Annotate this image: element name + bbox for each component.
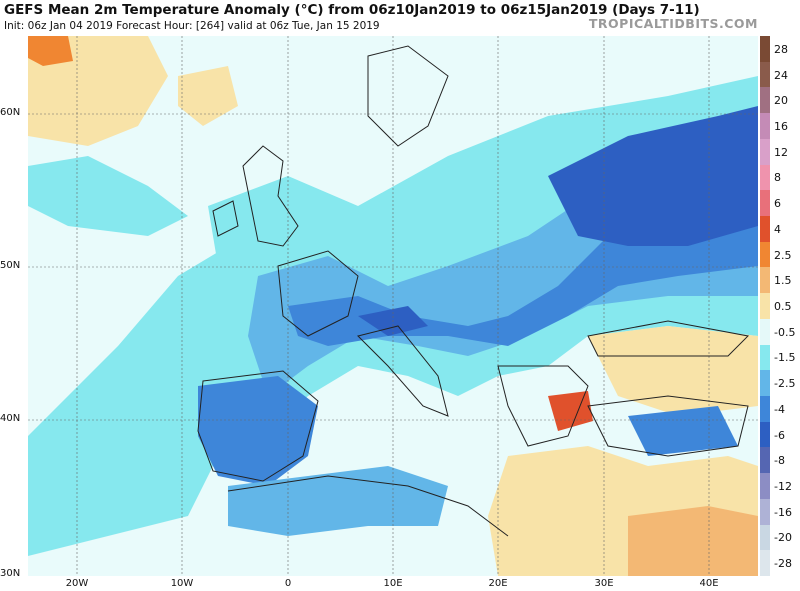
strong-cold-anomaly	[288, 156, 758, 346]
colorbar-label: 16	[774, 120, 788, 133]
cold-anomaly-north-africa	[228, 466, 448, 536]
colorbar-swatch	[760, 216, 770, 243]
colorbar-label: -28	[774, 557, 792, 571]
colorbar-swatch	[760, 498, 770, 526]
colorbar-label: -4	[774, 402, 785, 416]
warm-anomaly-north-atlantic	[28, 36, 168, 146]
colorbar-swatch	[760, 241, 770, 268]
longitude-label-10w: 10W	[170, 578, 194, 589]
colorbar-label: 6	[774, 197, 781, 211]
cold-anomaly-anatolia	[628, 406, 738, 456]
longitude-label-30e: 30E	[594, 578, 614, 589]
colorbar-swatch	[760, 473, 770, 500]
latitude-label-50n: 50N	[0, 260, 21, 271]
colorbar-label: 28	[774, 42, 788, 56]
colorbar-swatch	[760, 87, 770, 114]
colorbar-swatch	[760, 190, 770, 217]
map-subtitle: Init: 06z Jan 04 2019 Forecast Hour: [26…	[4, 20, 380, 32]
colorbar-label: -6	[774, 428, 785, 442]
cold-anomaly-iberia	[198, 376, 318, 486]
colorbar-label: 12	[774, 145, 788, 159]
colorbar-label: -20	[774, 531, 792, 545]
colorbar-swatch	[760, 396, 770, 423]
warmer-anomaly-middle-east	[628, 506, 758, 576]
longitude-label-40e: 40E	[699, 578, 719, 589]
colorbar-swatch	[760, 267, 770, 294]
latitude-label-30n: 30N	[0, 568, 21, 579]
colorbar-label: 0.5	[774, 300, 792, 313]
longitude-label-20w: 20W	[65, 578, 89, 589]
map-title: GEFS Mean 2m Temperature Anomaly (°C) fr…	[4, 2, 700, 18]
brand-watermark: TROPICALTIDBITS.COM	[588, 16, 758, 31]
colorbar-label: 4	[774, 222, 781, 236]
colorbar-swatch	[760, 318, 770, 346]
colorbar-label: -2.5	[774, 377, 796, 391]
colorbar-label: 2.5	[774, 248, 792, 262]
warm-anomaly-iceland-region	[178, 66, 238, 126]
colorbar-swatch	[760, 550, 770, 577]
cool-anomaly-north-sea	[28, 156, 188, 236]
warm-anomaly-black-sea	[588, 326, 758, 416]
colorbar-swatch	[760, 447, 770, 474]
graticule	[28, 36, 758, 576]
temperature-anomaly-map	[28, 36, 758, 576]
colorbar-label: -0.5	[774, 325, 796, 339]
coastlines	[197, 45, 750, 537]
colorbar-swatch	[760, 138, 770, 166]
colorbar-swatch	[760, 524, 770, 551]
colorbar-swatch	[760, 421, 770, 448]
colorbar-label: -1.5	[774, 351, 796, 365]
longitude-label-20e: 20E	[488, 578, 508, 589]
colorbar-swatch	[760, 370, 770, 397]
latitude-label-60n: 60N	[0, 107, 21, 118]
colorbar-swatch	[760, 36, 770, 63]
colorbar-label: 20	[774, 94, 788, 108]
latitude-label-40n: 40N	[0, 413, 21, 424]
colorbar-label: 8	[774, 171, 781, 185]
colorbar-swatch	[760, 344, 770, 371]
colorbar-swatch	[760, 164, 770, 191]
colorbar-label: -12	[774, 480, 792, 493]
warm-anomaly-corner	[28, 36, 73, 66]
very-strong-cold-russia	[548, 106, 758, 246]
colorbar-label: 24	[774, 68, 788, 82]
map-canvas	[28, 36, 758, 576]
colorbar-label: 1.5	[774, 274, 792, 288]
colorbar-swatch	[760, 61, 770, 88]
longitude-label-10e: 10E	[383, 578, 403, 589]
cool-anomaly-atlantic	[28, 246, 258, 556]
longitude-label-0: 0	[284, 578, 292, 589]
colorbar-swatch	[760, 113, 770, 140]
colorbar-label: -16	[774, 505, 792, 519]
colorbar-label: -8	[774, 454, 785, 468]
colorbar-swatch	[760, 293, 770, 320]
colorbar: 28 24 20 16 12 8 6 4 2.5 1.5 0.5 -0.5 -1.5 -2.5 -4 -6 -8…	[760, 36, 800, 577]
